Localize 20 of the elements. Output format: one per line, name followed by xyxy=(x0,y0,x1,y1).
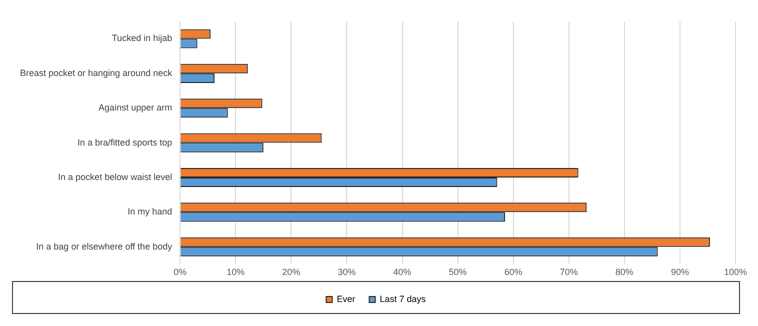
x-tick-label: 80% xyxy=(615,267,634,278)
legend-label: Ever xyxy=(336,294,356,304)
y-tick-label: Against upper arm xyxy=(98,102,172,113)
y-tick-label: Tucked in hijab xyxy=(112,33,172,44)
x-tick-label: 50% xyxy=(448,267,467,278)
x-tick-label: 0% xyxy=(174,267,187,278)
x-tick-label: 10% xyxy=(226,267,245,278)
y-tick-label: Breast pocket or hanging around neck xyxy=(20,68,173,78)
y-tick-label: In a pocket below waist level xyxy=(58,172,172,182)
x-tick-label: 40% xyxy=(393,267,412,278)
y-tick-label: In my hand xyxy=(128,206,172,217)
legend-label: Last 7 days xyxy=(380,294,426,304)
x-tick-label: 60% xyxy=(504,267,522,278)
x-tick-label: 20% xyxy=(282,267,300,278)
x-tick-label: 30% xyxy=(338,267,356,278)
x-tick-label: 70% xyxy=(560,267,578,278)
x-tick-label: 90% xyxy=(670,267,689,278)
x-tick-label: 100% xyxy=(724,267,748,278)
y-tick-label: In a bag or elsewhere off the body xyxy=(36,241,173,252)
y-tick-label: In a bra/fitted sports top xyxy=(78,137,172,148)
